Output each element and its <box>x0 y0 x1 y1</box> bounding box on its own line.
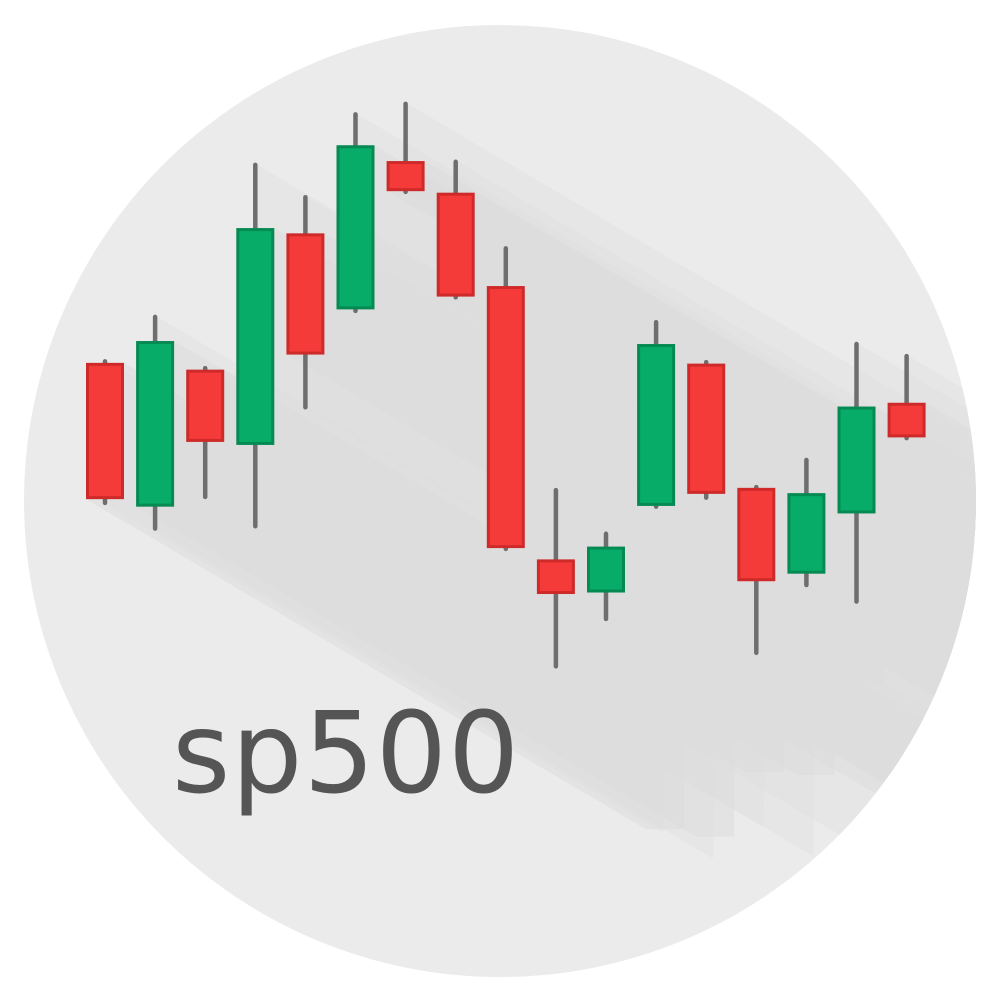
candle-2 <box>138 317 173 529</box>
candle-body-down <box>388 163 423 190</box>
candle-13 <box>689 362 724 498</box>
candle-body-down <box>188 371 223 440</box>
candle-body-down <box>538 561 573 593</box>
candle-9 <box>488 248 523 548</box>
candle-body-up <box>839 408 874 512</box>
candle-body-up <box>639 346 674 505</box>
candle-body-up <box>589 548 624 591</box>
candle-body-down <box>889 404 924 436</box>
candle-body-up <box>138 343 173 506</box>
candle-body-up <box>338 147 373 308</box>
candle-body-down <box>488 288 523 547</box>
candle-body-up <box>789 495 824 573</box>
candle-body-up <box>238 230 273 444</box>
candle-body-down <box>689 365 724 492</box>
candle-1 <box>88 361 123 503</box>
logo-text: sp500 <box>172 689 520 819</box>
candle-body-down <box>739 489 774 579</box>
candle-body-down <box>438 194 473 295</box>
candle-body-down <box>88 364 123 497</box>
candle-12 <box>639 322 674 506</box>
candle-body-down <box>288 235 323 353</box>
